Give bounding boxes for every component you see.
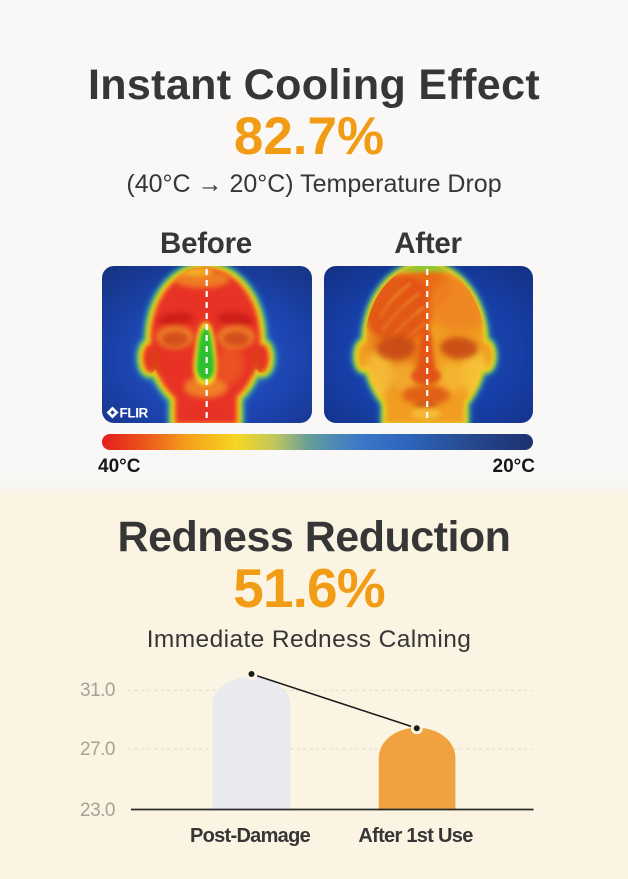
- svg-text:FLIR: FLIR: [120, 405, 149, 420]
